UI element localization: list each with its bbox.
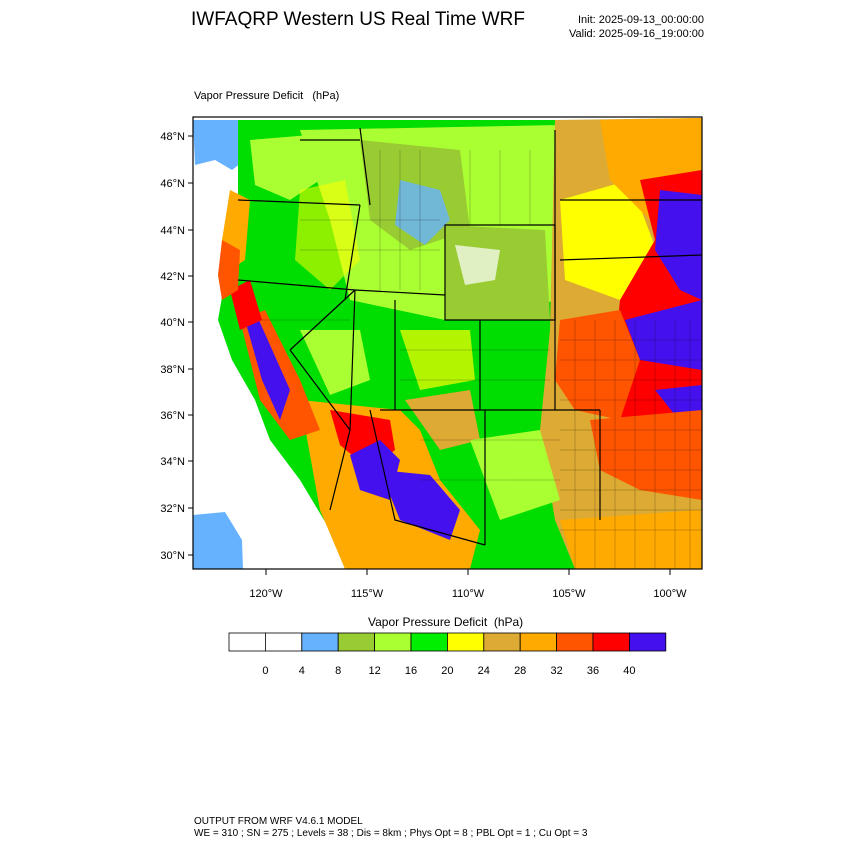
colorbar-swatch	[519, 632, 558, 652]
colorbar-tick-label: 32	[550, 665, 562, 677]
lat-tick-label: 30°N	[160, 550, 185, 562]
latitude-axis: 48°N 46°N 44°N 42°N 40°N 38°N 36°N 34°N 32°N 30°N	[160, 131, 193, 562]
colorbar-swatch	[446, 632, 485, 652]
lat-tick-label: 48°N	[160, 131, 185, 143]
lat-tick-label: 42°N	[160, 271, 185, 283]
colorbar-tick-label: 8	[335, 665, 341, 677]
colorbar-swatch	[629, 632, 667, 652]
lon-tick-label: 100°W	[653, 588, 687, 600]
init-time: Init: 2025-09-13_00:00:00	[578, 14, 704, 26]
colorbar-tick-label: 36	[587, 665, 599, 677]
colorbar-tick-label: 40	[623, 665, 635, 677]
lat-tick-label: 40°N	[160, 317, 185, 329]
lon-tick-label: 115°W	[351, 588, 384, 600]
lat-tick-label: 38°N	[160, 364, 185, 376]
colorbar-title: Vapor Pressure Deficit (hPa)	[368, 615, 524, 629]
colorbar-swatch	[483, 632, 521, 652]
colorbar-tick-label: 4	[299, 665, 305, 677]
colorbar-swatch	[410, 632, 448, 652]
colorbar-swatch	[264, 632, 303, 652]
colorbar-tick-label: 24	[478, 665, 490, 677]
colorbar-swatch	[228, 632, 266, 652]
model-info-line-2: WE = 310 ; SN = 275 ; Levels = 38 ; Dis …	[194, 828, 588, 839]
lon-tick-label: 105°W	[552, 588, 586, 600]
lat-tick-label: 32°N	[160, 503, 185, 515]
lat-tick-label: 36°N	[160, 410, 185, 422]
colorbar-tick-label: 0	[262, 665, 268, 677]
model-info-line-1: OUTPUT FROM WRF V4.6.1 MODEL	[194, 816, 363, 827]
colorbar-swatch	[337, 632, 376, 652]
lat-tick-label: 34°N	[160, 456, 185, 468]
colorbar-tick-label: 20	[441, 665, 453, 677]
lon-tick-label: 110°W	[452, 588, 485, 600]
colorbar-tick-label: 16	[405, 665, 417, 677]
colorbar-swatch	[592, 632, 630, 652]
lon-tick-label: 120°W	[249, 588, 283, 600]
colorbar-swatch	[301, 632, 339, 652]
colorbar: 0 4 8 12 16 20 24 28 32 36 40	[228, 632, 667, 677]
colorbar-swatch	[556, 632, 594, 652]
lat-tick-label: 44°N	[160, 225, 185, 237]
colorbar-tick-label: 28	[514, 665, 526, 677]
lat-tick-label: 46°N	[160, 178, 185, 190]
colorbar-swatch	[374, 632, 412, 652]
map-canvas	[193, 117, 702, 569]
valid-time: Valid: 2025-09-16_19:00:00	[569, 28, 704, 40]
colorbar-tick-label: 12	[368, 665, 380, 677]
map-field-label: Vapor Pressure Deficit (hPa)	[194, 90, 340, 102]
page-title: IWFAQRP Western US Real Time WRF	[191, 9, 525, 30]
longitude-axis: 120°W 115°W 110°W 105°W 100°W	[249, 569, 687, 600]
